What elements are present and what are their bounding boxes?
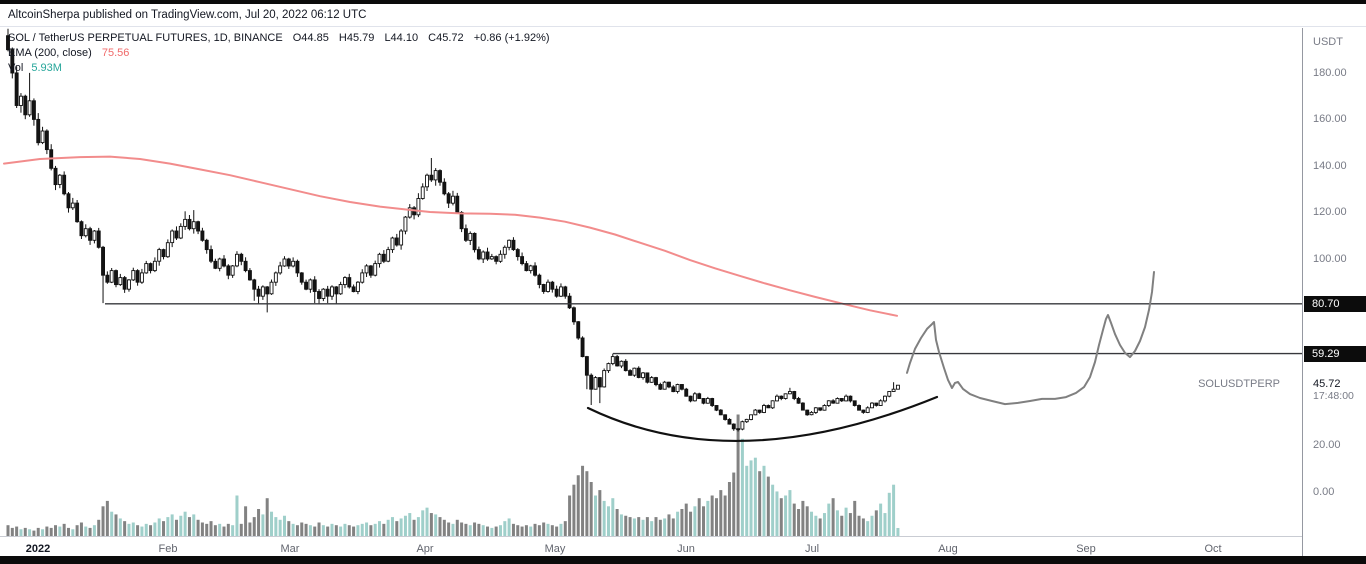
ohlc-high: H45.79: [338, 32, 375, 44]
attribution-text: AltcoinSherpa published on TradingView.c…: [8, 9, 367, 21]
legend-ema-row[interactable]: EMA (200, close) 75.56: [8, 46, 550, 61]
time-label-Jun: Jun: [677, 543, 695, 555]
price-tick-100.00: 100.00: [1313, 252, 1347, 265]
price-axis-currency: USDT: [1313, 36, 1343, 48]
price-tick-20.00: 20.00: [1313, 438, 1341, 451]
ema-indicator-label: EMA (200, close): [8, 47, 92, 59]
ema-200-line[interactable]: [3, 155, 898, 317]
chart-legend: SOL / TetherUS PERPETUAL FUTURES, 1D, BI…: [8, 31, 550, 76]
time-label-Feb: Feb: [158, 543, 178, 555]
ohlc-close: C45.72: [428, 32, 464, 44]
top-black-strip: [0, 0, 1366, 4]
time-label-Jul: Jul: [804, 543, 820, 555]
change-value: +0.86 (+1.92%): [473, 32, 550, 44]
price-tick-180.00: 180.00: [1313, 66, 1347, 79]
last-price-label: 45.72: [1313, 378, 1341, 391]
time-axis[interactable]: 2022 Feb Mar Apr May Jun Jul Aug Sep Oct: [0, 541, 1302, 556]
legend-volume-row[interactable]: Vol 5.93M: [8, 61, 550, 76]
volume-indicator-value: 5.93M: [31, 62, 62, 74]
legend-symbol-row[interactable]: SOL / TetherUS PERPETUAL FUTURES, 1D, BI…: [8, 31, 550, 46]
time-label-May: May: [544, 543, 566, 555]
candlesticks: [6, 28, 900, 432]
ema-indicator-value: 75.56: [101, 47, 130, 59]
bar-close-countdown: 17:48:00: [1313, 390, 1354, 403]
price-tick-140.00: 140.00: [1313, 159, 1347, 172]
time-label-Aug: Aug: [938, 543, 958, 555]
ohlc-low: L44.10: [384, 32, 419, 44]
price-tag-8070: 80.70: [1304, 295, 1366, 312]
volume-bars: [6, 414, 900, 536]
attribution-bar: AltcoinSherpa published on TradingView.c…: [0, 4, 1366, 27]
bottom-black-strip: [0, 556, 1366, 564]
time-label-Apr: Apr: [416, 543, 434, 555]
price-tag-5929: 59.29: [1304, 345, 1366, 362]
price-tick-120.00: 120.00: [1313, 206, 1347, 219]
time-label-Mar: Mar: [280, 543, 300, 555]
price-tick-0.00: 0.00: [1313, 485, 1335, 498]
price-axis[interactable]: USDT 80.70 59.29 45.72 17:48:00 180.00 16…: [1302, 28, 1366, 556]
volume-indicator-label: Vol: [8, 62, 24, 74]
symbol-description: SOL / TetherUS PERPETUAL FUTURES, 1D, BI…: [8, 32, 283, 44]
ohlc-open: O44.85: [292, 32, 329, 44]
time-label-Oct: Oct: [1204, 543, 1222, 555]
time-label-2022: 2022: [25, 543, 51, 555]
price-tick-160.00: 160.00: [1313, 113, 1347, 126]
symbol-watermark-label: SOLUSDTPERP: [1198, 378, 1280, 391]
time-label-Sep: Sep: [1076, 543, 1096, 555]
projected-path-drawing[interactable]: [906, 271, 1155, 406]
rounded-bottom-arc[interactable]: [586, 395, 939, 443]
